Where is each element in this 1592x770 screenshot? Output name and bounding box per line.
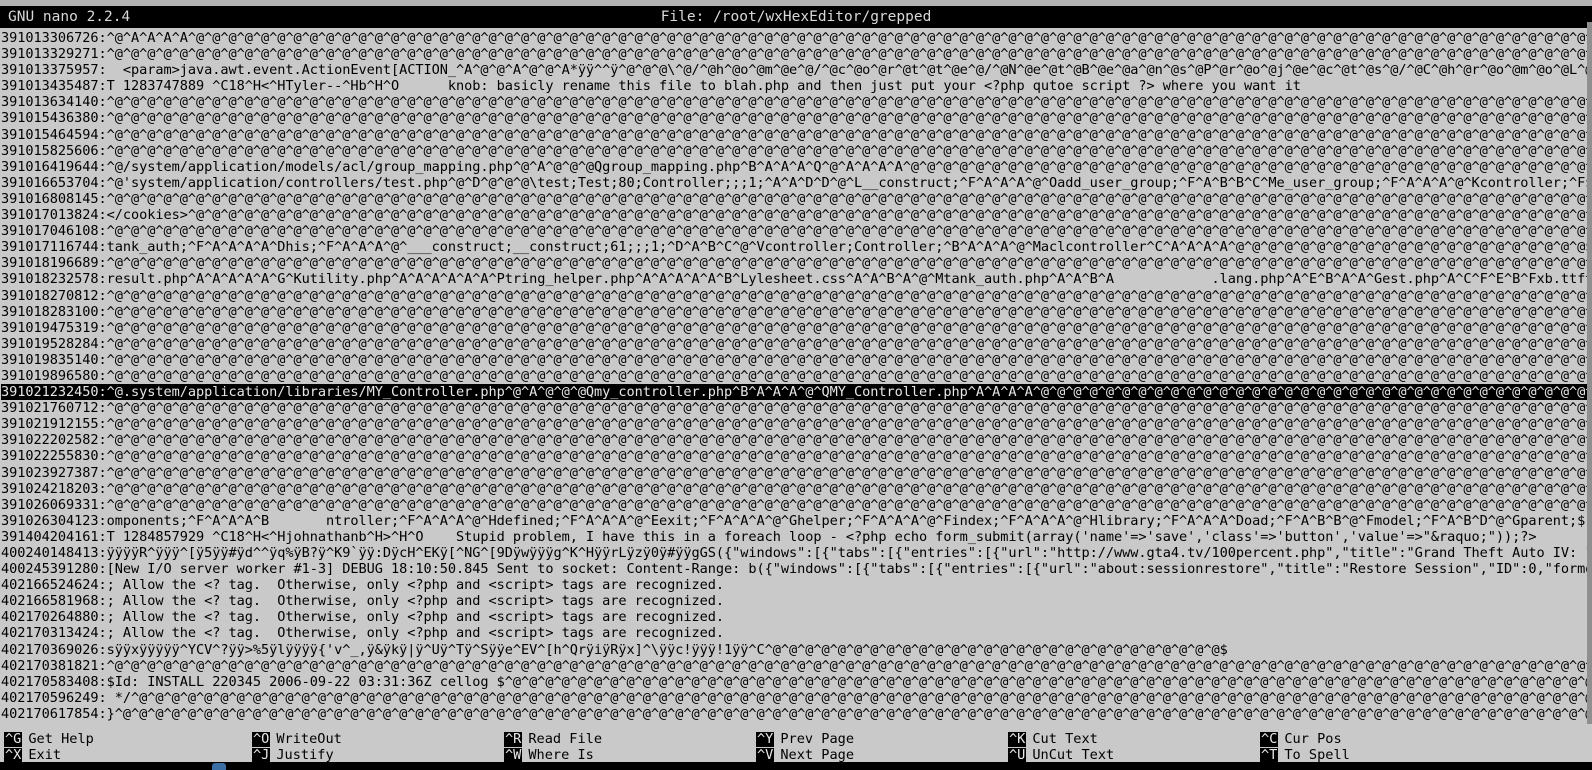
editor-line[interactable]: 391023927387:^@^@^@^@^@^@^@^@^@^@^@^@^@^… [1,464,1592,481]
editor-line[interactable]: 391019528284:^@^@^@^@^@^@^@^@^@^@^@^@^@^… [1,335,1592,352]
editor-line[interactable]: 391013634140:^@^@^@^@^@^@^@^@^@^@^@^@^@^… [1,94,1592,111]
editor-line[interactable]: 391019475319:^@^@^@^@^@^@^@^@^@^@^@^@^@^… [1,319,1592,336]
editor-line[interactable]: 402170596249: */^@^@^@^@^@^@^@^@^@^@^@^@… [1,689,1592,706]
title-bar: GNU nano 2.2.4 File: /root/wxHexEditor/g… [0,6,1592,28]
shortcut-label: Where Is [528,747,594,763]
editor-line[interactable]: 391018196689:^@^@^@^@^@^@^@^@^@^@^@^@^@^… [1,255,1592,272]
shortcut-label: To Spell [1284,747,1350,763]
editor-line[interactable]: 402170617854:}^@^@^@^@^@^@^@^@^@^@^@^@^@… [1,705,1592,722]
editor-line[interactable]: 402170369026:sÿÿxÿÿÿÿÿ^YCV^?ÿÿ>%5ÿlÿÿÿÿ{… [1,641,1228,658]
editor-line[interactable]: 402170381821:^@^@^@^@^@^@^@^@^@^@^@^@^@^… [1,657,1592,674]
editor-line-selected[interactable]: 391021232450:^@.system/application/libra… [1,384,1592,401]
shortcut-label: Exit [28,747,62,763]
editor-line[interactable]: 402170583408:$Id: INSTALL 220345 2006-09… [1,673,1592,690]
shortcut-prev-page[interactable]: ^Y Prev Page [756,732,1008,747]
shortcut-cut-text[interactable]: ^K Cut Text [1008,732,1260,747]
editor-line[interactable]: 402166524624:; Allow the <? tag. Otherwi… [1,577,725,594]
shortcut-row-primary: ^G Get Help ^O WriteOut ^R Read File ^Y Prev Pa… [0,732,1592,747]
editor-line[interactable]: 391026069331:^@^@^@^@^@^@^@^@^@^@^@^@^@^… [1,496,1592,513]
editor-line[interactable]: 391021760712:^@^@^@^@^@^@^@^@^@^@^@^@^@^… [1,400,1592,417]
shortcut-exit[interactable]: ^X Exit [0,748,252,763]
editor-line[interactable]: 391018232578:result.php^A^A^A^A^A^G^Kuti… [1,271,1592,288]
editor-line[interactable]: 391016653704:^@'system/application/contr… [1,174,1592,191]
editor-line[interactable]: 391022255830:^@^@^@^@^@^@^@^@^@^@^@^@^@^… [1,448,1592,465]
shortcut-keycap: ^C [1260,731,1279,747]
editor-line[interactable]: 391022202582:^@^@^@^@^@^@^@^@^@^@^@^@^@^… [1,432,1592,449]
editor-line[interactable]: 391018270812:^@^@^@^@^@^@^@^@^@^@^@^@^@^… [1,287,1592,304]
shortcut-label: Prev Page [780,731,855,747]
taskbar-window-indicator [212,763,226,770]
desktop-taskbar-sliver [0,762,1592,770]
shortcut-justify[interactable]: ^J Justify [252,748,504,763]
shortcut-keycap: ^Y [756,731,775,747]
shortcut-keycap: ^G [4,731,23,747]
shortcut-read-file[interactable]: ^R Read File [504,732,756,747]
shortcut-keycap: ^W [504,747,523,763]
shortcut-keycap: ^R [504,731,523,747]
editor-line[interactable]: 402170313424:; Allow the <? tag. Otherwi… [1,625,725,642]
window-top-strip-inner [0,0,1592,6]
editor-line[interactable]: 391016808145:^@^@^@^@^@^@^@^@^@^@^@^@^@^… [1,190,1592,207]
editor-line[interactable]: 391013375957: <param>java.awt.event.Acti… [1,62,1592,79]
editor-line[interactable]: 391404204161:T 1284857929 ^C18^H<^Hjohna… [1,528,1537,545]
shortcut-label: Next Page [780,747,855,763]
editor-line[interactable]: 402170619290:^@^@^@^@^@^@^@^@^@^@^@^@^@^… [1,722,1592,724]
shortcut-label: Cut Text [1032,731,1098,747]
shortcut-keycap: ^V [756,747,775,763]
editor-text-area[interactable]: 391013306726:^@^A^A^A^A^@^@^@^@^@^@^@^@^… [0,28,1592,724]
editor-line[interactable]: 400245391280:[New I/O server worker #1-3… [1,561,1592,578]
editor-line[interactable]: 391015464594:^@^@^@^@^@^@^@^@^@^@^@^@^@^… [1,126,1592,143]
editor-line[interactable]: 391017046108:^@^@^@^@^@^@^@^@^@^@^@^@^@^… [1,223,1592,240]
shortcut-label: Get Help [28,731,94,747]
shortcut-to-spell[interactable]: ^T To Spell [1260,748,1512,763]
shortcut-label: UnCut Text [1032,747,1115,763]
editor-line[interactable]: 391021912155:^@^@^@^@^@^@^@^@^@^@^@^@^@^… [1,416,1592,433]
editor-line[interactable]: 400240148413:ÿÿÿÿR^ÿÿÿ^[ÿ5ÿÿ#ÿd^^ÿq%ÿB?ÿ… [1,545,1592,561]
shortcut-label: Read File [528,731,603,747]
editor-line[interactable]: 391015436380:^@^@^@^@^@^@^@^@^@^@^@^@^@^… [1,110,1592,127]
editor-line[interactable]: 391024218203:^@^@^@^@^@^@^@^@^@^@^@^@^@^… [1,480,1592,497]
shortcut-get-help[interactable]: ^G Get Help [0,732,252,747]
shortcut-keycap: ^J [252,747,271,763]
shortcut-cur-pos[interactable]: ^C Cur Pos [1260,732,1512,747]
shortcut-label: Cur Pos [1284,731,1342,747]
editor-line[interactable]: 402166581968:; Allow the <? tag. Otherwi… [1,593,725,610]
shortcut-uncut-text[interactable]: ^U UnCut Text [1008,748,1260,763]
editor-line[interactable]: 391019835140:^@^@^@^@^@^@^@^@^@^@^@^@^@^… [1,351,1592,368]
editor-line[interactable]: 391013329271:^@^@^@^@^@^@^@^@^@^@^@^@^@^… [1,46,1592,63]
window-top-strip [0,0,1592,6]
shortcut-next-page[interactable]: ^V Next Page [756,748,1008,763]
shortcut-keycap: ^U [1008,747,1027,763]
shortcut-label: WriteOut [276,731,342,747]
app-version-label: GNU nano 2.2.4 [8,9,131,25]
shortcut-keycap: ^X [4,747,23,763]
shortcut-label: Justify [276,747,334,763]
shortcut-writeout[interactable]: ^O WriteOut [252,732,504,747]
editor-line[interactable]: 391018283100:^@^@^@^@^@^@^@^@^@^@^@^@^@^… [1,303,1592,320]
editor-line[interactable]: 391017116744:tank_auth;^F^A^A^A^A^Dhis;^… [1,239,1592,256]
shortcut-where-is[interactable]: ^W Where Is [504,748,756,763]
editor-line[interactable]: 391013306726:^@^A^A^A^A^@^@^@^@^@^@^@^@^… [1,30,1592,46]
editor-line[interactable]: 391016419644:^@/system/application/model… [1,158,1592,175]
file-path-label: File: /root/wxHexEditor/grepped [660,9,932,25]
shortcut-row-secondary: ^X Exit ^J Justify ^W Where Is ^V Next Page ^U Un… [0,748,1592,763]
scroll-edge[interactable] [1587,22,1592,724]
shortcut-keycap: ^O [252,731,271,747]
editor-line[interactable]: 402170264880:; Allow the <? tag. Otherwi… [1,609,725,626]
editor-line[interactable]: 391026304123:omponents;^F^A^A^A^B ntroll… [1,512,1586,529]
editor-line[interactable]: 391017013824:</cookies>^@^@^@^@^@^@^@^@^… [1,207,1592,224]
shortcut-keycap: ^T [1260,747,1279,763]
editor-line[interactable]: 391013435487:T 1283747889 ^C18^H<^HTyler… [1,78,1301,95]
editor-line[interactable]: 391015825606:^@^@^@^@^@^@^@^@^@^@^@^@^@^… [1,142,1592,159]
shortcut-keycap: ^K [1008,731,1027,747]
editor-line[interactable]: 391019896580:^@^@^@^@^@^@^@^@^@^@^@^@^@^… [1,367,1592,384]
